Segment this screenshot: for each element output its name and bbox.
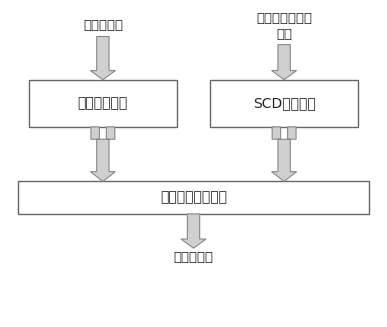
Polygon shape	[90, 127, 115, 181]
Text: 变电站静态配置
文件: 变电站静态配置 文件	[256, 12, 312, 41]
FancyBboxPatch shape	[210, 80, 358, 127]
FancyBboxPatch shape	[29, 80, 177, 127]
Polygon shape	[181, 214, 206, 248]
Text: SCD解析模块: SCD解析模块	[253, 96, 315, 110]
Text: 变电站信息: 变电站信息	[83, 19, 123, 32]
Polygon shape	[272, 127, 297, 181]
Text: 自动化信息: 自动化信息	[173, 251, 214, 265]
FancyBboxPatch shape	[18, 181, 369, 214]
Text: 规则模板模块: 规则模板模块	[78, 96, 128, 110]
Text: 信息参数整定模块: 信息参数整定模块	[160, 191, 227, 205]
Polygon shape	[90, 37, 115, 80]
Polygon shape	[272, 45, 297, 80]
